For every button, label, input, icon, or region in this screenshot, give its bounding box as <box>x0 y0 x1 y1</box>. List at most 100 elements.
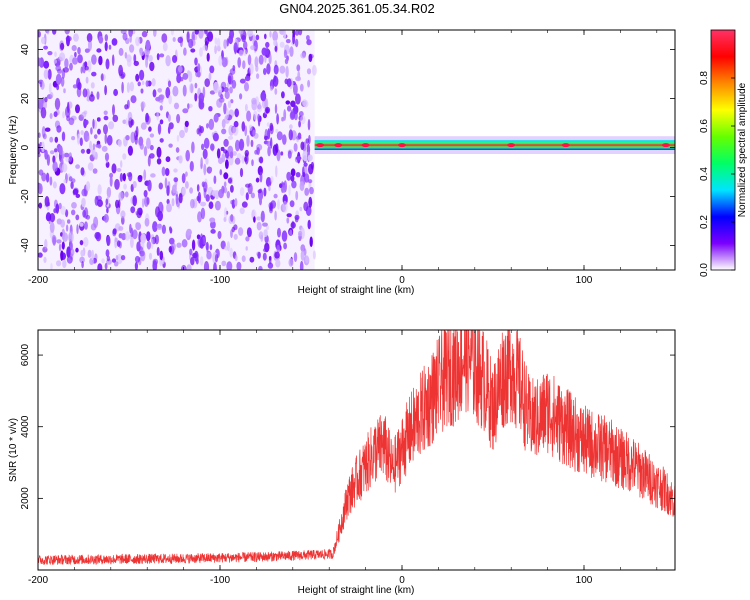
noise-blob <box>98 35 104 44</box>
snr-panel: -200 -100 0 100 2000 4000 6000 Height of strai… <box>8 329 676 596</box>
noise-blob <box>165 55 171 67</box>
noise-blob <box>272 75 279 87</box>
noise-blob <box>56 84 60 91</box>
noise-blob <box>145 39 151 51</box>
noise-blob <box>172 85 179 97</box>
noise-blob <box>198 30 204 39</box>
colorbar: 0.0 0.2 0.4 0.6 0.8 Normalized spectral ampl… <box>699 29 748 277</box>
noise-blob <box>150 173 156 178</box>
noise-blob <box>70 181 74 189</box>
noise-blob <box>154 234 159 245</box>
noise-blob <box>194 30 199 35</box>
noise-blob <box>241 35 246 43</box>
noise-blob <box>255 34 260 41</box>
noise-blob <box>90 223 97 231</box>
noise-blob <box>228 34 234 45</box>
noise-blob <box>200 157 203 169</box>
noise-blob <box>43 45 48 50</box>
noise-blob <box>169 226 172 232</box>
noise-blob <box>249 63 254 75</box>
noise-blob <box>247 54 252 66</box>
noise-blob <box>302 99 308 107</box>
noise-blob <box>213 262 217 270</box>
noise-blob <box>56 260 62 267</box>
noise-blob <box>232 151 237 156</box>
noise-blob <box>287 150 292 159</box>
noise-blob <box>185 149 190 162</box>
noise-blob <box>258 231 264 240</box>
noise-blob <box>147 179 152 192</box>
noise-blob <box>58 202 62 210</box>
noise-blob <box>140 233 146 244</box>
noise-blob <box>94 195 99 206</box>
noise-blob <box>212 190 218 197</box>
noise-blob <box>75 164 80 169</box>
noise-blob <box>172 184 177 194</box>
noise-blob <box>137 81 141 87</box>
noise-blob <box>101 258 105 264</box>
noise-blob <box>167 114 171 122</box>
noise-blob <box>234 198 238 207</box>
noise-blob <box>280 151 284 156</box>
noise-blob <box>106 235 111 246</box>
noise-blob <box>148 126 152 132</box>
noise-blob <box>225 159 229 170</box>
noise-blob <box>149 153 155 159</box>
noise-blob <box>181 239 188 248</box>
noise-blob <box>188 38 194 49</box>
noise-blob <box>104 85 107 96</box>
noise-blob <box>203 163 207 176</box>
noise-blob <box>292 32 296 45</box>
noise-blob <box>300 141 305 151</box>
noise-blob <box>274 45 278 52</box>
noise-blob <box>166 185 170 197</box>
noise-blob <box>224 90 230 100</box>
noise-blob <box>171 198 175 207</box>
noise-blob <box>298 120 301 128</box>
noise-blob <box>39 81 43 88</box>
noise-blob <box>178 155 183 164</box>
noise-blob <box>161 224 166 234</box>
noise-blob <box>223 149 228 154</box>
noise-blob <box>245 236 250 242</box>
noise-blob <box>304 187 310 196</box>
noise-blob <box>294 38 299 48</box>
noise-blob <box>270 176 274 183</box>
noise-blob <box>206 32 210 37</box>
noise-blob <box>200 201 207 207</box>
noise-blob <box>118 191 124 201</box>
noise-blob <box>143 146 148 157</box>
noise-blob <box>175 147 180 153</box>
noise-blob <box>227 177 233 184</box>
noise-blob <box>81 197 86 208</box>
noise-blob <box>284 58 289 65</box>
noise-blob <box>286 171 292 181</box>
noise-blob <box>38 31 41 38</box>
noise-blob <box>170 30 174 36</box>
noise-blob <box>213 113 219 123</box>
noise-blob <box>296 64 301 72</box>
noise-blob <box>250 45 256 51</box>
noise-blob <box>189 248 193 256</box>
noise-blob <box>55 73 62 85</box>
noise-blob <box>143 190 148 198</box>
noise-blob <box>245 192 249 201</box>
noise-blob <box>133 60 139 67</box>
noise-blob <box>127 59 132 67</box>
noise-blob <box>97 184 102 195</box>
noise-blob <box>75 214 80 221</box>
noise-blob <box>139 143 144 150</box>
noise-blob <box>80 249 84 257</box>
noise-blob <box>51 234 57 245</box>
noise-blob <box>209 65 215 74</box>
noise-blob <box>157 88 162 93</box>
noise-blob <box>213 175 217 184</box>
noise-blob <box>219 169 223 176</box>
noise-blob <box>143 169 147 181</box>
noise-blob <box>122 119 127 125</box>
noise-blob <box>186 31 190 43</box>
noise-blob <box>117 139 122 147</box>
noise-blob <box>104 133 108 145</box>
noise-blob <box>156 146 162 158</box>
noise-blob <box>77 47 81 55</box>
